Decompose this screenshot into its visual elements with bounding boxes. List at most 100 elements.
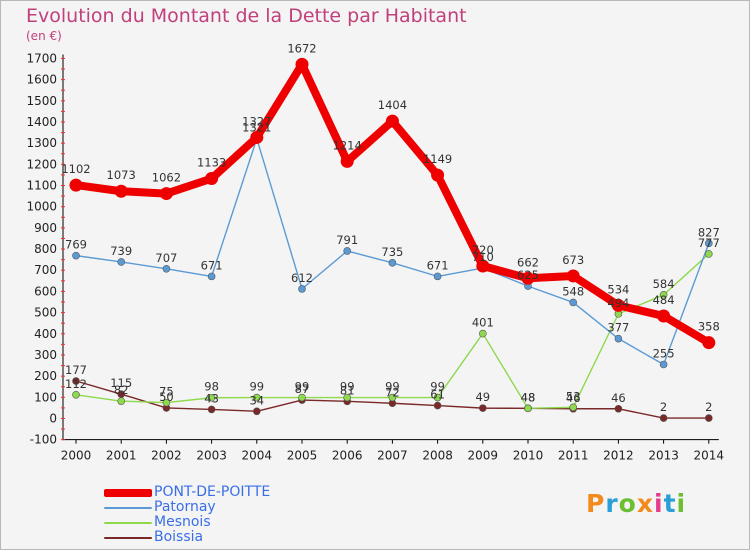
data-label: 61 [430, 388, 445, 402]
x-tick-label: 2001 [106, 449, 137, 463]
data-point [162, 398, 171, 407]
data-label: 81 [340, 383, 355, 397]
data-label: 735 [381, 245, 403, 259]
data-label: 99 [385, 380, 400, 394]
data-point [207, 272, 216, 281]
data-point [524, 404, 532, 413]
data-point [433, 272, 442, 281]
data-point [69, 178, 83, 192]
data-point [476, 259, 490, 273]
data-point [162, 264, 171, 273]
data-label: 1062 [152, 171, 181, 185]
data-point [704, 250, 713, 258]
y-tick-label: -100 [30, 433, 57, 447]
data-point [207, 393, 216, 402]
data-point [72, 251, 80, 260]
y-tick-label: 1500 [26, 94, 57, 108]
data-label: 49 [475, 390, 490, 404]
data-label: 99 [249, 380, 264, 394]
data-label: 662 [517, 255, 539, 269]
data-label: 34 [249, 393, 264, 407]
y-tick-label: 400 [34, 327, 57, 341]
data-label: 791 [336, 233, 358, 247]
legend-label: PONT-DE-POITTE [154, 484, 271, 500]
axes: -100 0 100 200 300 400 500 600 700 800 900 1000 1100… [26, 51, 724, 462]
data-label: 1102 [61, 162, 90, 176]
y-tick-label: 1100 [26, 179, 57, 193]
data-point [250, 130, 264, 144]
data-label: 827 [698, 225, 720, 239]
x-tick-label: 2011 [558, 449, 589, 463]
data-point [611, 298, 625, 312]
data-point [159, 187, 173, 201]
data-label: 112 [65, 377, 87, 391]
data-point [117, 258, 125, 266]
data-label: 377 [607, 321, 629, 335]
y-tick-label: 1300 [26, 136, 57, 150]
x-tick-label: 2013 [648, 449, 679, 463]
data-point [433, 401, 442, 410]
legend-swatch [104, 507, 152, 509]
y-tick-label: 1700 [26, 51, 57, 65]
y-tick-label: 1400 [26, 115, 57, 129]
data-point [295, 57, 309, 71]
data-point [478, 329, 487, 338]
data-point [385, 114, 399, 128]
data-labels: 1102 1073 1062 1133 1327 1672 1214 1404 1149 720 6… [61, 41, 719, 414]
x-tick-label: 2000 [61, 449, 92, 463]
y-tick-label: 1600 [26, 73, 57, 87]
data-label: 99 [340, 380, 355, 394]
data-label: 1321 [242, 121, 271, 135]
data-point [298, 285, 306, 293]
data-label: 534 [607, 282, 629, 296]
data-point [298, 393, 306, 402]
y-tick-label: 100 [34, 390, 57, 404]
data-label: 625 [517, 268, 539, 282]
chart-unit: (en €) [26, 29, 62, 43]
data-label: 584 [653, 277, 675, 291]
x-tick-label: 2007 [377, 449, 408, 463]
y-tick-label: 900 [34, 221, 57, 235]
y-tick-label: 500 [34, 306, 57, 320]
data-label: 255 [653, 346, 675, 360]
data-label: 671 [201, 258, 223, 272]
data-point [657, 309, 671, 323]
data-label: 612 [291, 271, 313, 285]
data-label: 1327 [242, 114, 271, 128]
data-point [388, 259, 397, 267]
x-tick-label: 2004 [242, 449, 273, 463]
data-point [433, 393, 442, 402]
data-label: 484 [653, 293, 675, 307]
data-point [431, 168, 445, 182]
data-label: 53 [566, 389, 581, 403]
data-point [566, 269, 580, 283]
y-tick-label: 600 [34, 284, 57, 298]
y-tick-label: 1200 [26, 157, 57, 171]
data-label: 2 [660, 400, 667, 414]
data-label: 75 [159, 385, 174, 399]
data-label: 82 [114, 383, 129, 397]
data-point [569, 403, 578, 412]
x-tick-label: 2009 [468, 449, 499, 463]
data-label: 2 [705, 400, 712, 414]
data-point [614, 334, 623, 343]
data-point [521, 271, 535, 285]
y-tick-label: 0 [49, 412, 57, 426]
data-label: 358 [698, 320, 720, 334]
data-label: 1214 [333, 138, 362, 152]
data-point [114, 184, 128, 198]
data-point [117, 397, 125, 405]
data-point [659, 291, 668, 299]
data-label: 671 [427, 258, 449, 272]
data-label: 115 [110, 376, 132, 390]
data-point [659, 414, 668, 422]
data-point [478, 404, 487, 412]
legend-label: Patornay [154, 499, 216, 515]
data-label: 98 [204, 380, 219, 394]
x-tick-label: 2008 [422, 449, 453, 463]
data-point [704, 239, 713, 248]
data-label: 1133 [197, 156, 226, 170]
data-point [207, 405, 216, 414]
